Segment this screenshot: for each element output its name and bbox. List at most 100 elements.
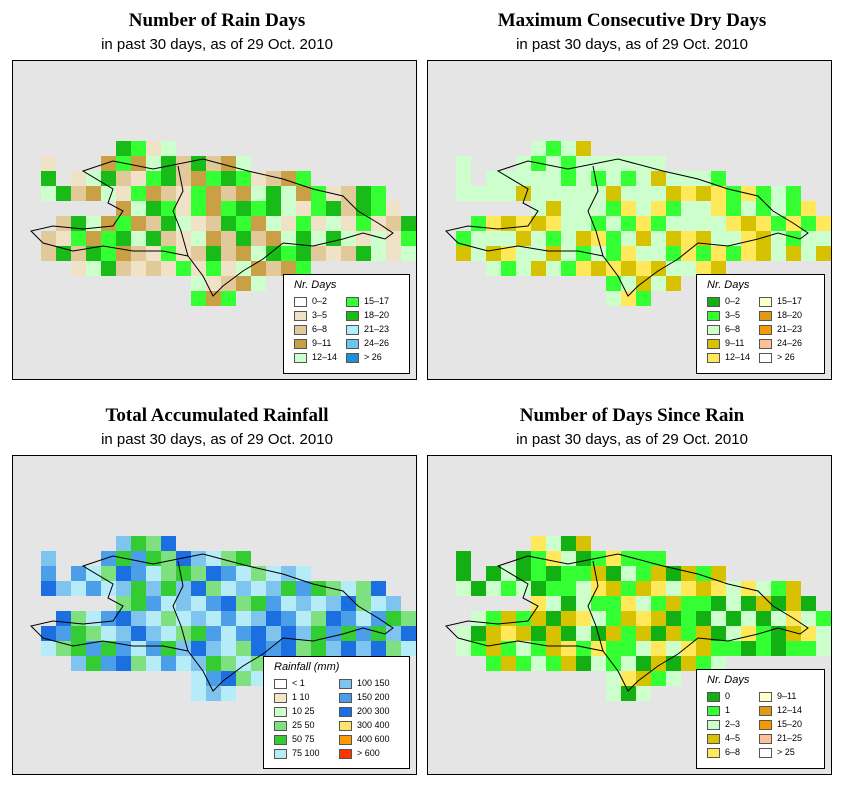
grid-cell	[486, 581, 501, 596]
grid-cell	[696, 231, 711, 246]
legend-swatch	[274, 707, 287, 717]
grid-cell	[146, 156, 161, 171]
grid-cell	[741, 201, 756, 216]
grid-cell	[311, 596, 326, 611]
grid-cell	[116, 201, 131, 216]
grid-cell	[726, 186, 741, 201]
grid-cell	[356, 626, 371, 641]
grid-cell	[576, 596, 591, 611]
legend-title: Rainfall (mm)	[274, 661, 340, 673]
grid-cell	[206, 186, 221, 201]
grid-cell	[281, 231, 296, 246]
grid-cell	[401, 611, 416, 626]
grid-cell	[371, 186, 386, 201]
grid-cell	[281, 186, 296, 201]
grid-cell	[636, 551, 651, 566]
grid-cell	[101, 171, 116, 186]
grid-cell	[591, 246, 606, 261]
grid-cell	[531, 141, 546, 156]
grid-cell	[251, 276, 266, 291]
legend-label: 400 600	[357, 734, 390, 744]
grid-cell	[146, 186, 161, 201]
grid-cell	[86, 656, 101, 671]
grid-cell	[756, 581, 771, 596]
legend-swatch	[759, 720, 772, 730]
grid-cell	[176, 596, 191, 611]
grid-cell	[101, 656, 116, 671]
legend-swatch	[707, 706, 720, 716]
legend-label: 12–14	[777, 705, 803, 715]
grid-cell	[221, 216, 236, 231]
grid-cell	[756, 246, 771, 261]
grid-cell	[636, 156, 651, 171]
grid-cell	[176, 551, 191, 566]
grid-cell	[56, 611, 71, 626]
grid-cell	[516, 611, 531, 626]
grid-cell	[101, 626, 116, 641]
legend-label: 1	[725, 705, 731, 715]
legend-swatch	[294, 311, 307, 321]
country-border	[172, 165, 189, 257]
grid-cell	[471, 611, 486, 626]
grid-cell	[296, 216, 311, 231]
grid-cell	[621, 276, 636, 291]
legend-swatch	[294, 325, 307, 335]
grid-cell	[266, 171, 281, 186]
grid-cell	[531, 536, 546, 551]
grid-cell	[756, 641, 771, 656]
grid-cell	[681, 246, 696, 261]
grid-cell	[386, 231, 401, 246]
grid-cell	[546, 551, 561, 566]
grid-cell	[711, 246, 726, 261]
grid-cell	[681, 231, 696, 246]
country-border	[587, 165, 604, 257]
grid-cell	[236, 656, 251, 671]
grid-cell	[86, 626, 101, 641]
grid-cell	[341, 201, 356, 216]
grid-cell	[651, 611, 666, 626]
grid-cell	[221, 156, 236, 171]
grid-cell	[86, 581, 101, 596]
legend-swatch	[339, 693, 352, 703]
grid-cell	[86, 171, 101, 186]
grid-cell	[221, 641, 236, 656]
grid-cell	[531, 216, 546, 231]
grid-cell	[591, 186, 606, 201]
legend-label: 10 25	[292, 706, 315, 716]
grid-cell	[221, 686, 236, 701]
grid-cell	[651, 201, 666, 216]
grid-cell	[191, 641, 206, 656]
legend-swatch	[339, 721, 352, 731]
grid-cell	[191, 231, 206, 246]
country-border	[172, 560, 189, 652]
grid-cell	[591, 656, 606, 671]
legend-swatch	[339, 679, 352, 689]
legend-swatch	[346, 339, 359, 349]
grid-cell	[161, 246, 176, 261]
grid-cell	[531, 581, 546, 596]
grid-cell	[486, 246, 501, 261]
grid-cell	[786, 231, 801, 246]
grid-cell	[696, 626, 711, 641]
grid-cell	[606, 686, 621, 701]
grid-cell	[191, 551, 206, 566]
grid-cell	[531, 171, 546, 186]
grid-cell	[711, 186, 726, 201]
grid-cell	[711, 566, 726, 581]
grid-cell	[681, 201, 696, 216]
grid-cell	[636, 581, 651, 596]
grid-cell	[131, 566, 146, 581]
grid-cell	[621, 671, 636, 686]
grid-cell	[221, 261, 236, 276]
grid-cell	[266, 641, 281, 656]
grid-cell	[86, 246, 101, 261]
grid-cell	[206, 551, 221, 566]
grid-cell	[546, 261, 561, 276]
grid-cell	[56, 231, 71, 246]
grid-cell	[546, 536, 561, 551]
grid-cell	[456, 186, 471, 201]
grid-cell	[251, 611, 266, 626]
grid-cell	[561, 141, 576, 156]
grid-cell	[266, 626, 281, 641]
grid-cell	[176, 641, 191, 656]
